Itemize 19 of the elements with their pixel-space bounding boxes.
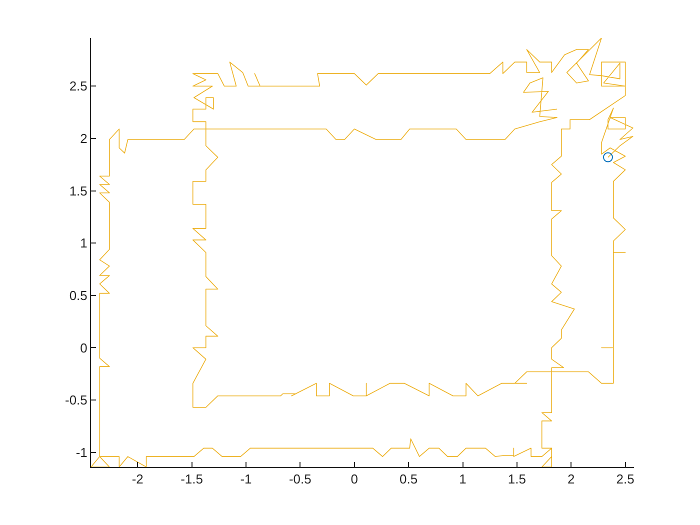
y-tick-label: 1.5 (69, 183, 88, 198)
y-tick-label: -1 (76, 444, 88, 460)
y-tick-label: -0.5 (64, 392, 88, 408)
x-tick-label: -0.5 (288, 472, 312, 487)
x-tick-label: 0.5 (400, 472, 418, 487)
x-tick-label: 0 (350, 472, 358, 487)
x-tick-label: 1.5 (508, 472, 526, 487)
x-tick-label: 2.5 (616, 472, 634, 487)
y-tick-label: 0 (80, 340, 88, 356)
x-tick-label: 1 (459, 472, 466, 487)
y-tick-label: 2.5 (69, 78, 88, 94)
y-tick-label: 0.5 (69, 288, 88, 303)
x-tick-label: -1.5 (180, 472, 204, 487)
y-tick-label: 2 (80, 131, 88, 146)
line-series (91, 38, 634, 467)
x-tick-label: 2 (568, 472, 575, 487)
x-tick-label: -2 (132, 472, 144, 487)
y-tick-label: 1 (80, 236, 88, 251)
x-tick-label: -1 (240, 472, 252, 487)
